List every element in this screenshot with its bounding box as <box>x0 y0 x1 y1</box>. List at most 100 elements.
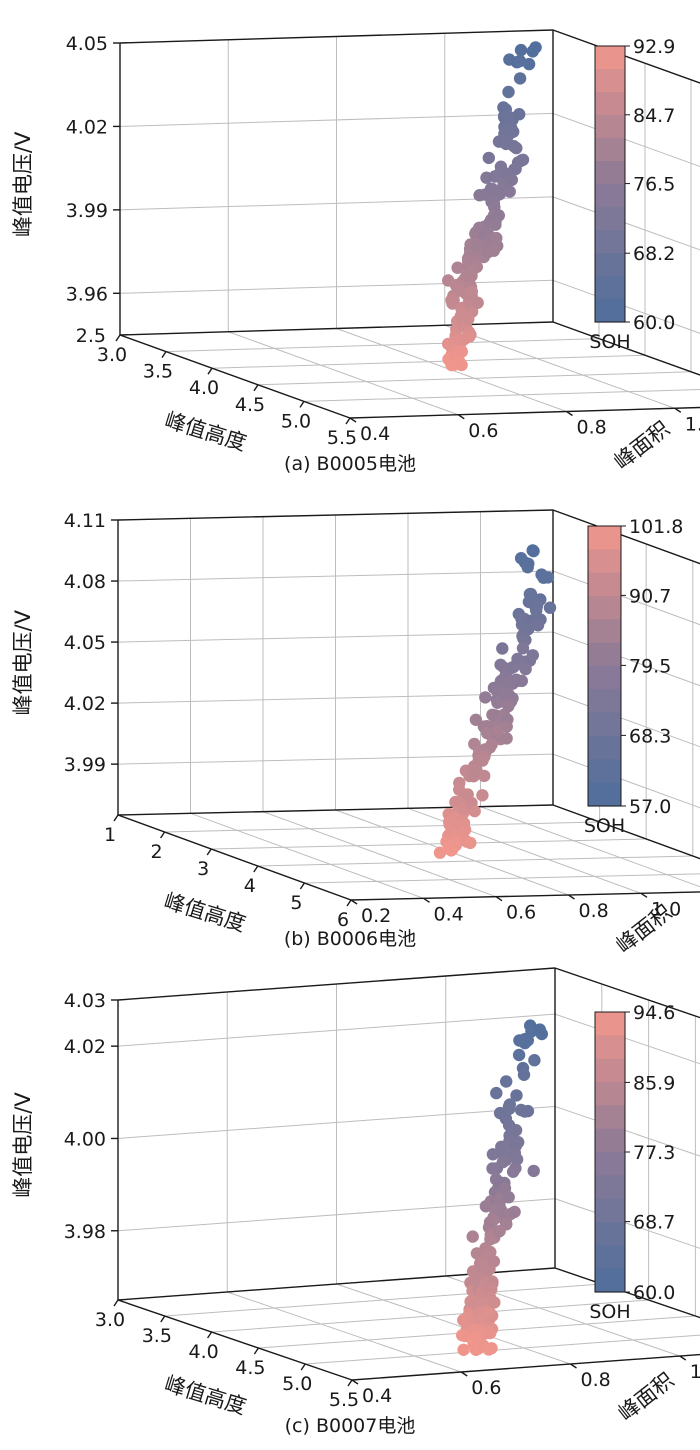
y-axis-line <box>349 406 700 419</box>
top-edge <box>552 29 700 84</box>
x-tick-label: 3.5 <box>143 361 173 383</box>
wall-gridline <box>117 1013 556 1047</box>
data-point <box>531 619 545 632</box>
x-tick-label: 3.0 <box>95 1309 125 1331</box>
z-tick-label: 4.05 <box>64 632 106 654</box>
x-tick-mark <box>253 384 259 392</box>
chart-a-svg: 3.03.54.04.55.05.52.50.40.60.81.01.24.05… <box>11 29 700 475</box>
data-point <box>476 754 489 767</box>
data-point <box>466 1230 479 1243</box>
y-tick-mark <box>679 1355 687 1361</box>
y-tick-label: 1.0 <box>651 898 681 920</box>
data-point <box>447 293 460 307</box>
z-tick-label: 3.98 <box>64 1221 106 1243</box>
data-point <box>466 263 479 277</box>
data-point <box>516 153 530 166</box>
x-tick-mark <box>160 1315 166 1323</box>
z-tick-label: 3.96 <box>66 283 108 305</box>
axes-c <box>111 967 700 1387</box>
z-tick-label: 3.99 <box>66 200 108 222</box>
data-point <box>521 1034 534 1047</box>
colorbar-band <box>595 207 625 231</box>
colorbar-band <box>588 619 621 644</box>
data-point <box>521 561 534 574</box>
data-point <box>455 345 468 358</box>
colorbar-band <box>588 642 621 667</box>
data-point <box>493 1224 506 1238</box>
data-point <box>478 769 491 783</box>
data-point <box>526 544 539 557</box>
colorbar-tick-label: 90.7 <box>629 585 671 607</box>
y-tick-label: 0.6 <box>506 902 536 924</box>
data-point <box>502 1191 515 1204</box>
data-point <box>502 700 515 713</box>
floor-edge <box>117 804 554 816</box>
data-point <box>484 1233 497 1246</box>
data-point <box>527 1164 540 1178</box>
y-tick-mark <box>460 1371 468 1377</box>
y-tick-mark <box>457 414 465 420</box>
axes-a <box>113 29 700 425</box>
y-tick-label: 0.2 <box>361 905 391 927</box>
colorbar-band <box>595 138 625 162</box>
data-point <box>502 85 515 99</box>
data-point <box>521 1104 535 1118</box>
colorbar-band <box>588 712 621 737</box>
colorbar-tick-label: 60.0 <box>633 1282 675 1304</box>
colorbar-tick-label: 79.5 <box>629 655 671 677</box>
floor-gridline <box>480 806 700 888</box>
colorbar-title: SOH <box>589 1301 630 1323</box>
wall-gridline <box>554 967 700 1019</box>
y-tick-label: 0.4 <box>360 423 390 445</box>
colorbar-band <box>595 184 625 208</box>
colorbar-tick-label: 76.5 <box>633 174 675 196</box>
colorbar-band <box>588 572 621 597</box>
x-tick-mark <box>113 814 119 822</box>
data-point <box>481 1306 494 1319</box>
x-tick-label: 5 <box>290 892 302 914</box>
wall-gridline <box>117 570 554 582</box>
y-tick-label: 1.0 <box>690 1361 700 1383</box>
colorbar-band <box>595 115 625 139</box>
x-tick-label: 2 <box>151 841 163 863</box>
colorbar-band <box>595 1245 625 1270</box>
floor-corner-label: 2.5 <box>76 325 106 347</box>
data-point <box>500 1075 513 1088</box>
colorbar-band <box>595 1222 625 1246</box>
colorbar-band <box>595 1058 625 1083</box>
colorbar-band <box>588 526 621 550</box>
colorbar-band <box>588 736 621 760</box>
y-tick-mark <box>640 892 648 898</box>
data-point <box>526 649 539 662</box>
points-a <box>442 41 542 372</box>
data-point <box>516 642 530 655</box>
data-point <box>479 691 492 704</box>
colorbar-title: SOH <box>584 815 625 837</box>
x-tick-label: 4.5 <box>235 1357 265 1379</box>
wall-gridline <box>119 279 554 294</box>
y-tick-label: 0.8 <box>579 900 609 922</box>
data-point <box>522 622 535 636</box>
x-axis-title: 峰值高度 <box>161 889 248 937</box>
wall-gridline <box>552 279 700 334</box>
x-tick-mark <box>161 351 167 358</box>
wall-gridline <box>552 570 700 626</box>
colorbar-band <box>595 92 625 116</box>
data-point <box>468 804 481 818</box>
wall-gridline <box>554 1105 700 1157</box>
colorbar-tick-label: 68.2 <box>633 243 675 265</box>
colorbar-tick-label: 68.3 <box>629 725 671 747</box>
colorbar-band <box>595 1152 625 1176</box>
colorbar-tick-label: 77.3 <box>633 1142 675 1164</box>
x-tick-mark <box>300 1363 306 1371</box>
colorbar-band <box>595 46 625 70</box>
y-tick-label: 0.4 <box>362 1385 392 1407</box>
z-tick-label: 4.02 <box>66 116 108 138</box>
z-tick-label: 3.99 <box>64 754 106 776</box>
x-tick-mark <box>207 1331 213 1339</box>
y-tick-mark <box>568 894 575 900</box>
data-point <box>512 1048 526 1062</box>
y-tick-mark <box>566 410 573 417</box>
x-tick-mark <box>206 848 212 856</box>
